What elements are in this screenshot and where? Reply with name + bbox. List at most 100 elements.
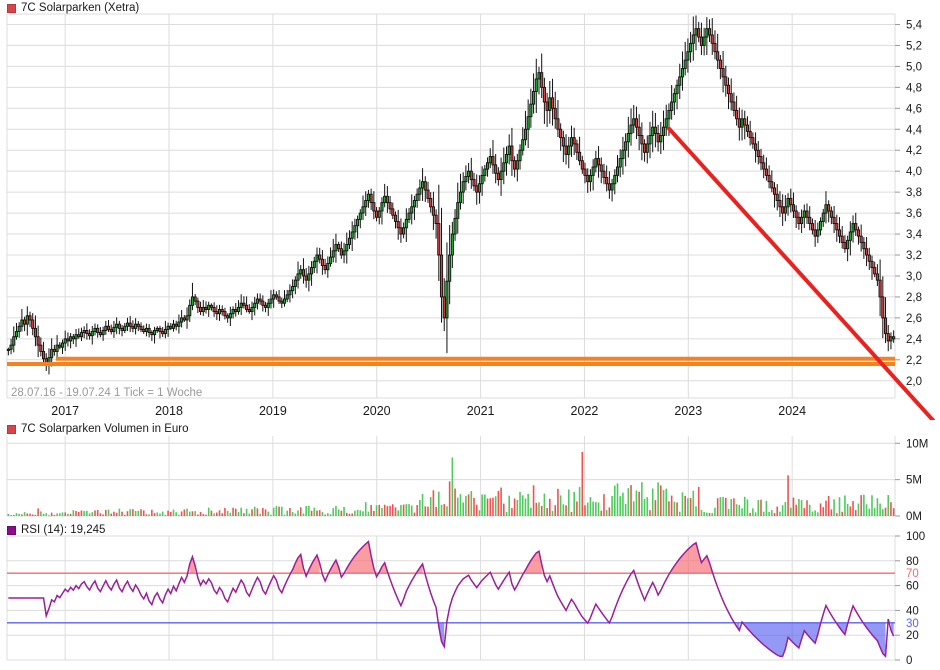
candle (800, 216, 804, 225)
candle (374, 210, 379, 218)
volume-bar (364, 502, 367, 516)
volume-bar (608, 507, 611, 516)
volume-bar (662, 490, 665, 516)
volume-bar (470, 491, 473, 516)
volume-bar (153, 513, 156, 516)
volume-bar (351, 513, 353, 516)
volume-bar (31, 514, 34, 516)
volume-bar (75, 510, 77, 516)
tick-interval-label: 1 Tick = 1 Woche (114, 387, 202, 399)
volume-bar (446, 506, 448, 516)
volume-bar (838, 497, 841, 516)
candle (155, 327, 159, 331)
candle (63, 338, 67, 344)
volume-chart[interactable]: 10M 5M 0M (0, 420, 940, 525)
volume-bar (892, 508, 895, 516)
candle (759, 156, 763, 164)
candle (380, 202, 384, 212)
rsi-band-fill (346, 541, 374, 574)
volume-bar (789, 507, 792, 516)
candle (166, 325, 170, 330)
rsi-y-tick-label: 40 (906, 605, 919, 617)
candle (740, 118, 744, 128)
volume-bar (251, 509, 253, 516)
volume-bar (394, 507, 397, 516)
volume-bar (308, 505, 310, 516)
volume-bar (882, 509, 884, 516)
candle (889, 336, 893, 342)
candle (488, 156, 492, 164)
volume-bar (844, 495, 846, 516)
volume-bar (224, 507, 226, 516)
candle (729, 93, 733, 103)
candle (369, 193, 373, 204)
volume-bar (757, 500, 760, 516)
candle (139, 325, 143, 330)
volume-bar (605, 510, 608, 516)
rsi-panel-legend: RSI (14): 19,245 (7, 524, 105, 536)
volume-bar (197, 514, 199, 516)
volume-bar (310, 510, 313, 516)
volume-bar (586, 502, 589, 516)
volume-y-tick-label: 5M (906, 475, 922, 487)
candle (169, 325, 173, 329)
volume-bar (432, 490, 435, 516)
volume-bar (373, 511, 375, 516)
candle (718, 59, 722, 69)
candle (177, 321, 181, 327)
candle (282, 298, 287, 304)
candle (364, 200, 368, 208)
volume-bar (871, 495, 873, 516)
candle (301, 269, 306, 277)
volume-bar (706, 512, 708, 516)
candle (161, 331, 165, 335)
candle (299, 269, 303, 275)
trend-line[interactable] (666, 125, 938, 420)
price-annotations (7, 125, 938, 420)
candle (618, 158, 622, 168)
volume-bar (429, 497, 432, 516)
candle (472, 179, 476, 187)
volume-bar (589, 496, 592, 516)
candle (680, 68, 685, 78)
candle (510, 145, 514, 162)
candle (331, 250, 335, 258)
volume-bar (849, 506, 852, 516)
volume-bar (459, 494, 462, 516)
volume-bar (646, 497, 649, 516)
volume-bar (88, 513, 91, 516)
candle (461, 181, 465, 193)
volume-bar (600, 510, 603, 516)
volume-bar (681, 492, 684, 516)
candle (572, 137, 576, 145)
candle (778, 200, 782, 208)
volume-bar (673, 501, 676, 516)
candle (263, 304, 268, 308)
price-chart[interactable]: 5,4 5,2 5,0 4,8 4,6 4,4 4,2 4,0 3,8 3,6 3,4 3,2 3,0 2… (0, 0, 940, 420)
candle (786, 197, 790, 208)
rsi-y-tick-label: 60 (906, 581, 919, 593)
volume-bar (237, 512, 240, 516)
volume-bar (554, 505, 557, 516)
candle (255, 298, 259, 304)
candle (818, 221, 823, 231)
volume-bar (40, 511, 42, 516)
volume-y-tick-label: 10M (906, 438, 928, 450)
candle (475, 185, 479, 193)
candle (239, 302, 243, 308)
volume-bar (164, 514, 167, 516)
candle (491, 156, 495, 166)
volume-bar (454, 488, 456, 516)
candle (648, 135, 652, 145)
candle (250, 306, 254, 313)
volume-bar (779, 511, 781, 516)
candle (846, 239, 850, 250)
candle (217, 309, 222, 315)
candle (762, 162, 766, 170)
volume-bar (419, 499, 421, 516)
volume-bar (822, 507, 825, 516)
candle (199, 306, 203, 313)
candle (69, 336, 73, 342)
volume-bar (132, 509, 134, 516)
